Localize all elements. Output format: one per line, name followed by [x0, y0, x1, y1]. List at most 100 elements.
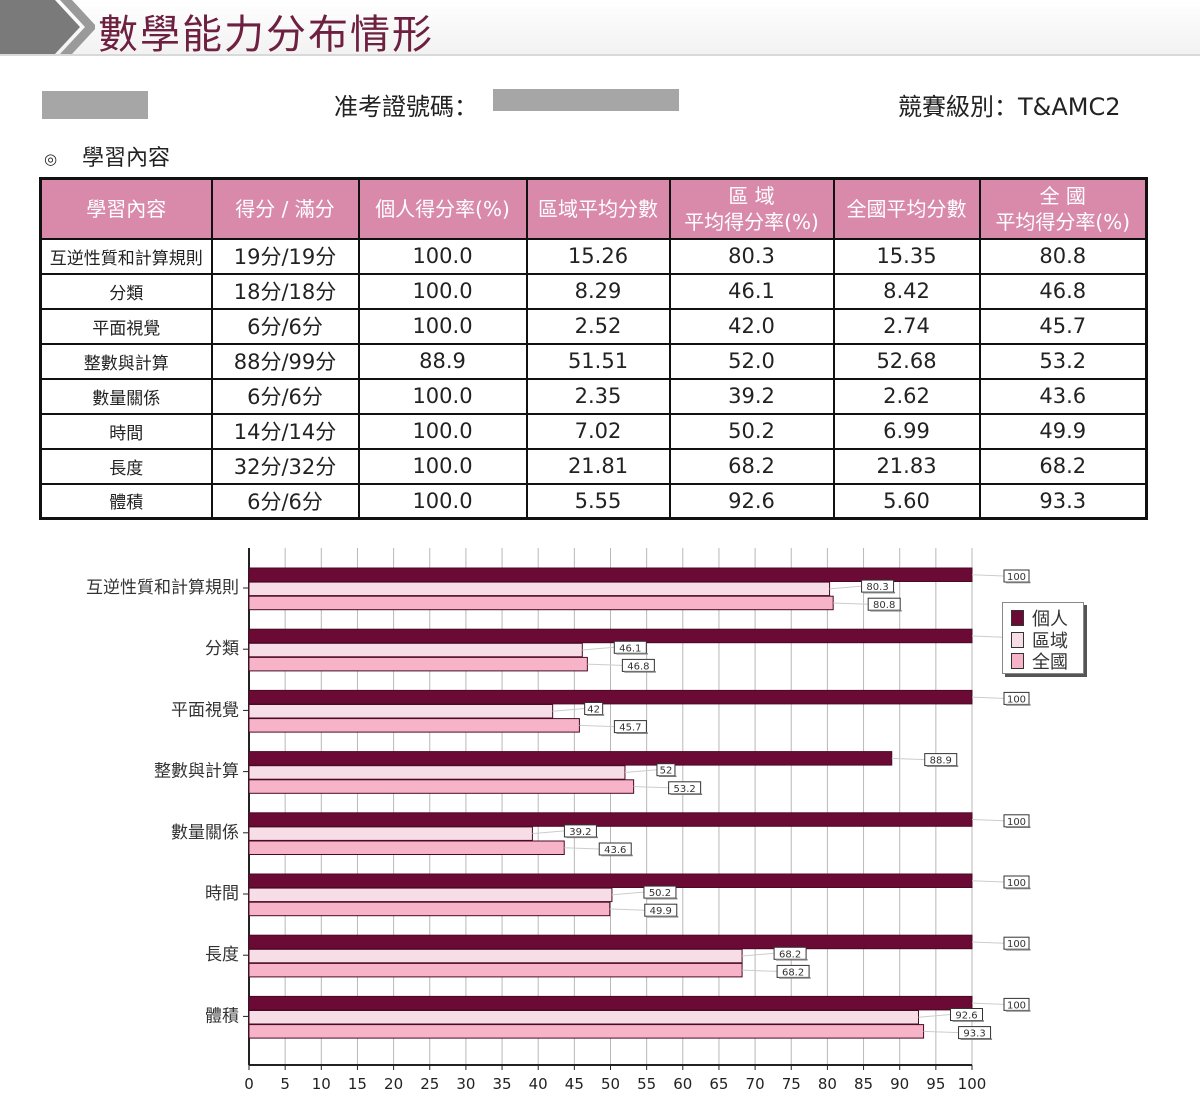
data-label: 46.8	[627, 661, 649, 672]
label-connector	[587, 663, 623, 666]
category-cell: 平面視覺	[39, 307, 213, 345]
category-label: 分類	[205, 639, 239, 659]
bar	[248, 812, 973, 827]
x-tick-label: 85	[854, 1075, 873, 1093]
value-cell: 100.0	[357, 237, 528, 275]
x-tick-label: 95	[926, 1075, 945, 1093]
bullet-icon: ◎	[44, 150, 58, 168]
table-header-row: 學習內容 得分 / 滿分 個人得分率(%) 區域平均分數 區 域平均得分率(%)…	[39, 177, 1148, 240]
value-cell: 51.51	[525, 342, 671, 380]
data-label: 100	[1007, 1000, 1026, 1011]
category-cell: 體積	[39, 482, 213, 520]
exam-number-label: 准考證號碼：	[334, 93, 478, 121]
bar	[248, 779, 635, 794]
legend-item-personal: 個人	[1011, 605, 1068, 631]
data-label: 39.2	[569, 827, 591, 838]
table-row: 整數與計算 88分/99分 88.9 51.51 52.0 52.68 53.2	[39, 342, 1148, 380]
table-row: 數量關係 6分/6分 100.0 2.35 39.2 2.62 43.6	[39, 377, 1148, 415]
label-connector	[552, 708, 585, 712]
column-header: 區域平均分數	[525, 177, 671, 240]
legend-item-national: 全國	[1011, 648, 1068, 674]
value-cell: 100.0	[357, 447, 528, 485]
x-tick-label: 35	[493, 1075, 512, 1093]
x-tick-label: 90	[890, 1075, 909, 1093]
bar	[248, 689, 973, 705]
label-connector	[971, 880, 1005, 883]
x-tick-label: 75	[782, 1075, 801, 1093]
value-cell: 21.81	[525, 447, 671, 485]
label-connector	[633, 786, 669, 789]
category-cell: 時間	[39, 412, 213, 450]
table-row: 分類 18分/18分 100.0 8.29 46.1 8.42 46.8	[39, 272, 1148, 310]
value-cell: 52.0	[668, 342, 835, 380]
value-cell: 6分/6分	[210, 377, 360, 415]
label-connector	[971, 696, 1005, 699]
data-label: 50.2	[649, 888, 671, 899]
value-cell: 88.9	[357, 342, 528, 380]
data-label: 80.8	[873, 600, 895, 611]
bar	[248, 1010, 919, 1025]
column-header: 全 國平均得分率(%)	[978, 177, 1148, 240]
value-cell: 52.68	[832, 342, 981, 380]
bar	[248, 826, 533, 841]
value-cell: 50.2	[668, 412, 835, 450]
x-tick-label: 10	[312, 1075, 331, 1093]
column-header: 全國平均分數	[832, 177, 981, 240]
label-connector	[918, 1014, 951, 1018]
table-row: 平面視覺 6分/6分 100.0 2.52 42.0 2.74 45.7	[39, 307, 1148, 345]
value-cell: 2.35	[525, 377, 671, 415]
bar	[248, 948, 743, 964]
x-tick-label: 65	[709, 1075, 728, 1093]
label-connector	[833, 602, 869, 605]
label-connector	[742, 952, 775, 957]
value-cell: 14分/14分	[210, 412, 360, 450]
value-cell: 100.0	[357, 272, 528, 310]
category-label: 體積	[205, 1006, 239, 1026]
value-cell: 15.35	[832, 237, 981, 275]
bar	[248, 887, 613, 903]
bar	[248, 704, 554, 719]
label-connector	[609, 908, 645, 911]
value-cell: 39.2	[668, 377, 835, 415]
value-cell: 49.9	[978, 412, 1148, 450]
data-label: 93.3	[963, 1029, 985, 1040]
data-label: 100	[1007, 572, 1026, 583]
label-connector	[971, 819, 1005, 822]
bar	[248, 656, 588, 672]
x-tick-label: 70	[746, 1075, 765, 1093]
data-label: 42	[587, 705, 600, 716]
label-connector	[971, 941, 1005, 944]
category-cell: 長度	[39, 447, 213, 485]
bar	[248, 840, 565, 855]
column-header: 個人得分率(%)	[357, 177, 528, 240]
value-cell: 19分/19分	[210, 237, 360, 275]
table-row: 時間 14分/14分 100.0 7.02 50.2 6.99 49.9	[39, 412, 1148, 450]
x-tick-label: 0	[244, 1075, 254, 1093]
x-tick-label: 50	[601, 1075, 620, 1093]
category-label: 數量關係	[171, 823, 239, 843]
bar	[248, 628, 973, 644]
data-label: 46.1	[619, 643, 641, 654]
value-cell: 68.2	[668, 447, 835, 485]
column-header: 得分 / 滿分	[210, 177, 360, 240]
label-connector	[829, 585, 862, 590]
value-cell: 53.2	[978, 342, 1148, 380]
table-row: 體積 6分/6分 100.0 5.55 92.6 5.60 93.3	[39, 482, 1148, 520]
value-cell: 92.6	[668, 482, 835, 520]
data-label: 92.6	[955, 1011, 977, 1022]
value-cell: 21.83	[832, 447, 981, 485]
bar	[248, 718, 580, 733]
value-cell: 80.8	[978, 237, 1148, 275]
data-label: 100	[1007, 817, 1026, 828]
header-banner: 數學能力分布情形	[0, 0, 1200, 58]
x-tick-label: 5	[280, 1075, 290, 1093]
data-label: 100	[1007, 939, 1026, 950]
data-label: 45.7	[619, 723, 641, 734]
score-table: 學習內容 得分 / 滿分 個人得分率(%) 區域平均分數 區 域平均得分率(%)…	[39, 177, 1148, 520]
data-label: 68.2	[782, 967, 804, 978]
redacted-name	[42, 91, 148, 119]
page-title: 數學能力分布情形	[98, 12, 434, 58]
data-label: 68.2	[779, 949, 801, 960]
value-cell: 100.0	[357, 307, 528, 345]
data-label: 53.2	[674, 784, 696, 795]
